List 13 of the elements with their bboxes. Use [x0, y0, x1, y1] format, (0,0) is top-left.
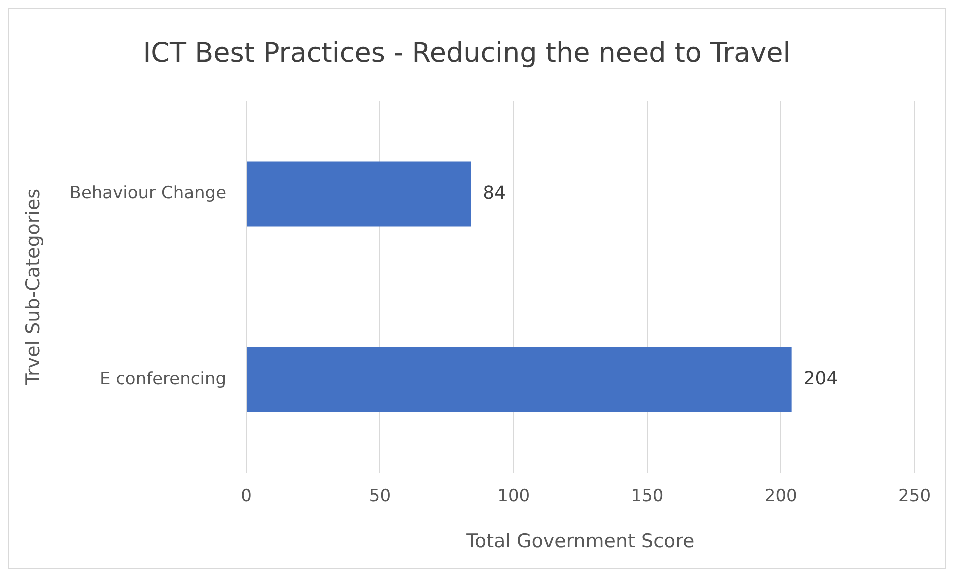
y-tick-label: E conferencing — [100, 369, 227, 390]
x-tick-label: 50 — [369, 486, 392, 506]
y-tick-label: Behaviour Change — [70, 184, 227, 204]
x-tick-label: 0 — [241, 486, 252, 506]
x-tick-label: 100 — [498, 486, 530, 506]
y-axis-title: Trvel Sub-Categories — [22, 188, 44, 386]
x-tick-label: 200 — [764, 486, 798, 506]
chart-title: ICT Best Practices - Reducing the need to Travel — [143, 38, 791, 70]
data-label: 84 — [483, 182, 506, 204]
x-tick-label: 250 — [898, 486, 932, 506]
data-label: 204 — [804, 368, 838, 390]
x-axis-title: Total Government Score — [466, 530, 695, 553]
x-tick-label: 150 — [631, 486, 664, 506]
